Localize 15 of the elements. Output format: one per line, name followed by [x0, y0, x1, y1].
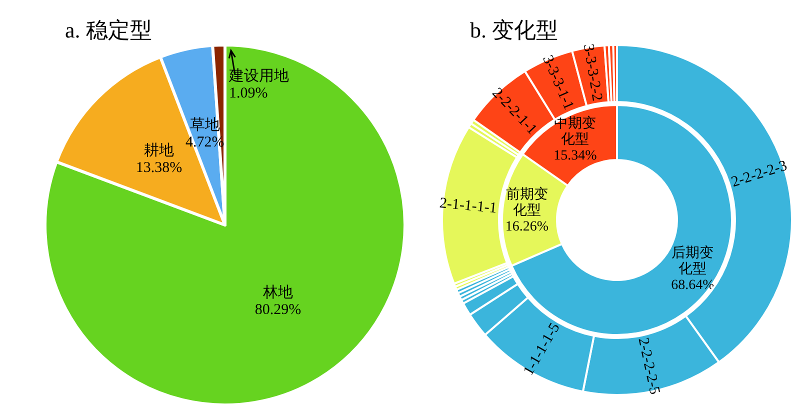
slice-label: 3-3-3-2-2: [580, 42, 606, 102]
slice-label: 耕地: [144, 142, 174, 160]
chart-title: b. 变化型: [470, 18, 558, 42]
chart-title: a. 稳定型: [65, 18, 152, 42]
data-label: 1.09%: [229, 86, 268, 102]
slice-label: 后期变化型: [672, 245, 714, 278]
data-label: 13.38%: [136, 160, 182, 176]
data-label: 15.34%: [554, 148, 598, 164]
slice-label: 2-1-1-1-1: [438, 195, 498, 217]
slice-label: 林地: [262, 284, 293, 301]
data-label: 80.29%: [254, 302, 302, 318]
slice-label: 建设用地: [228, 68, 289, 84]
slice-label: 2-2-2-2-5: [634, 336, 662, 396]
slice-label: 前期变化型: [506, 186, 548, 218]
data-label: 16.26%: [505, 219, 549, 234]
